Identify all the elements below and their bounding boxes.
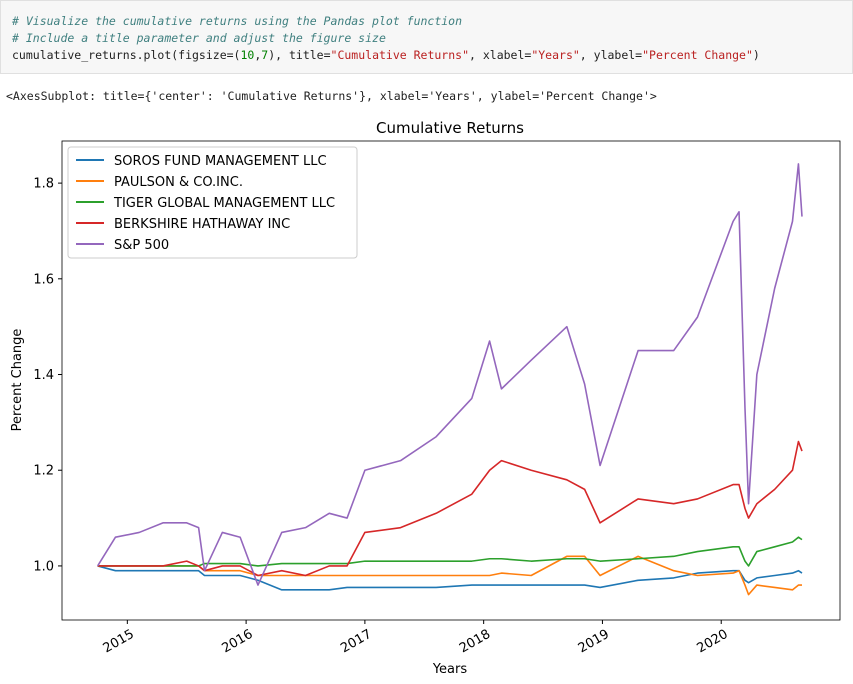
y-tick-label: 1.0	[33, 559, 54, 574]
code-token: ), title=	[268, 48, 330, 62]
legend-label: S&P 500	[114, 238, 169, 253]
code-token: 10	[240, 48, 254, 62]
y-tick-label: 1.2	[33, 464, 54, 479]
y-axis-label: Percent Change	[10, 329, 25, 432]
y-tick-label: 1.8	[33, 177, 54, 192]
x-tick-label: 2020	[695, 627, 731, 657]
series-line	[97, 565, 803, 591]
y-tick-label: 1.4	[33, 368, 54, 383]
code-token: , ylabel=	[580, 48, 642, 62]
code-token: ,	[254, 48, 261, 62]
plot-frame	[61, 140, 841, 621]
code-token: 7	[261, 48, 268, 62]
chart-title: Cumulative Returns	[376, 119, 524, 137]
code-token: "Percent Change"	[642, 48, 753, 62]
code-comment: # Visualize the cumulative returns using…	[11, 14, 462, 28]
x-tick-label: 2017	[338, 627, 374, 657]
legend-label: TIGER GLOBAL MANAGEMENT LLC	[113, 196, 335, 211]
legend-label: BERKSHIRE HATHAWAY INC	[114, 217, 290, 232]
series-line	[96, 163, 803, 586]
code-token: "Years"	[531, 48, 579, 62]
code-token: "Cumulative Returns"	[331, 48, 469, 62]
code-cell[interactable]	[0, 0, 853, 74]
y-tick-label: 1.6	[33, 272, 54, 287]
legend-label: SOROS FUND MANAGEMENT LLC	[114, 154, 327, 169]
series-line	[97, 440, 803, 577]
x-tick-label: 2018	[457, 627, 493, 657]
code-token: cumulative_returns.plot(figsize=(	[12, 48, 240, 62]
x-tick-label: 2015	[101, 627, 137, 657]
legend-label: PAULSON & CO.INC.	[114, 175, 243, 190]
x-tick-label: 2019	[576, 627, 612, 657]
output-text: <AxesSubplot: title={'center': 'Cumulati…	[6, 89, 657, 103]
code-line: cumulative_returns.plot(figsize=(10,7), …	[12, 48, 760, 62]
code-token: , xlabel=	[469, 48, 531, 62]
code-token: )	[753, 48, 760, 62]
x-axis-label: Years	[432, 662, 468, 677]
code-comment: # Include a title parameter and adjust t…	[11, 31, 386, 45]
legend-box	[67, 146, 358, 259]
x-tick-label: 2016	[219, 627, 255, 657]
